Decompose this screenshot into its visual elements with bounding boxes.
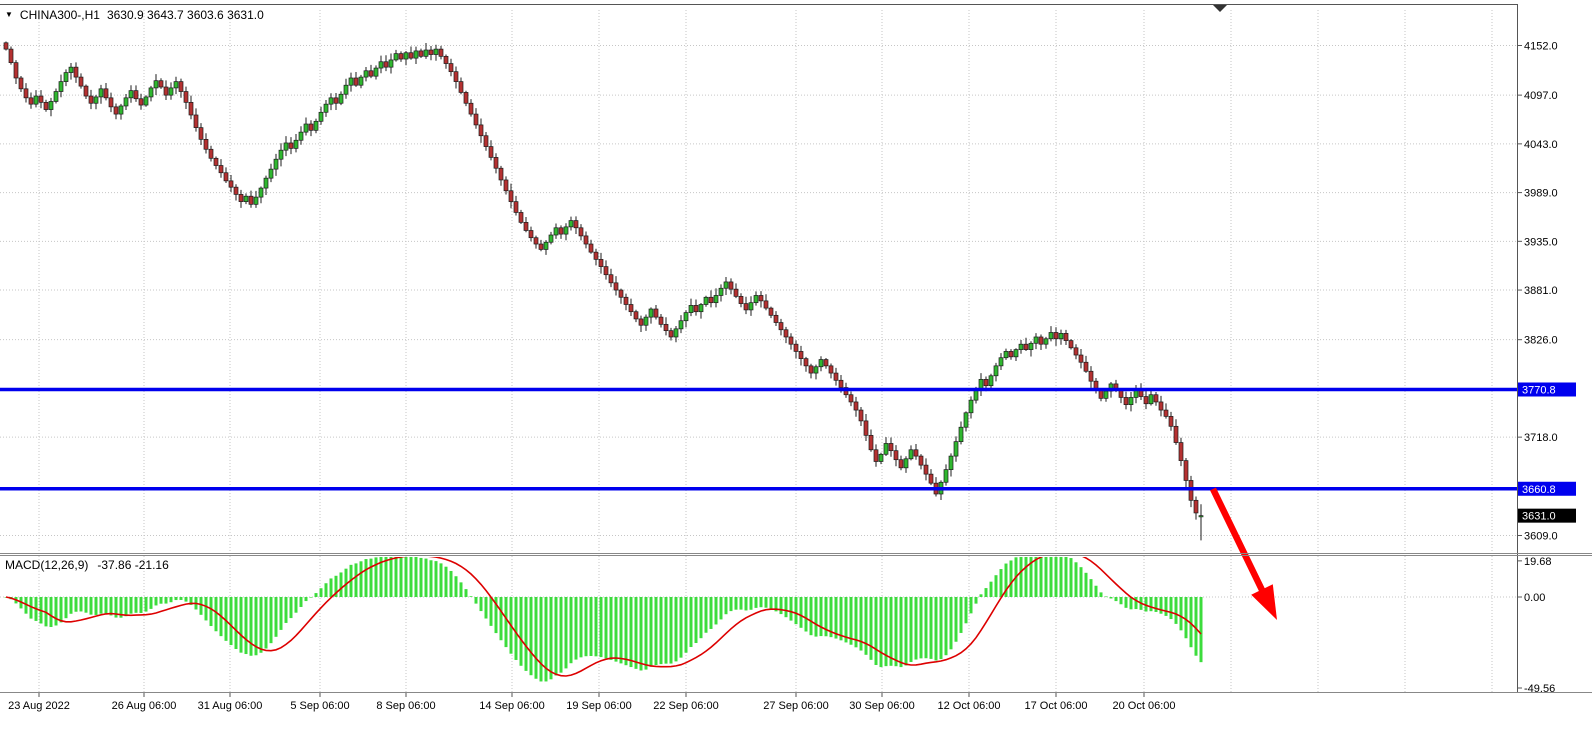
svg-text:22 Sep 06:00: 22 Sep 06:00 (653, 700, 718, 712)
ohlc-readout: 3630.9 3643.7 3603.6 3631.0 (106, 8, 264, 22)
hline-price-tag-3770.8[interactable]: 3770.8 (1518, 382, 1576, 397)
svg-text:4152.0: 4152.0 (1524, 41, 1558, 53)
macd-info: MACD(12,26,9) -37.86 -21.16 (5, 558, 169, 572)
svg-text:30 Sep 06:00: 30 Sep 06:00 (849, 700, 914, 712)
svg-text:3631.0: 3631.0 (1522, 511, 1556, 523)
svg-text:19 Sep 06:00: 19 Sep 06:00 (566, 700, 631, 712)
gridlines (0, 10, 1517, 692)
macd-signal-line (5, 557, 1202, 677)
svg-text:17 Oct 06:00: 17 Oct 06:00 (1025, 700, 1088, 712)
svg-text:3935.0: 3935.0 (1524, 236, 1558, 248)
macd-histogram (4, 557, 1203, 682)
svg-text:3770.8: 3770.8 (1522, 384, 1556, 396)
svg-text:8 Sep 06:00: 8 Sep 06:00 (376, 700, 435, 712)
hline-price-tag-3660.8[interactable]: 3660.8 (1518, 481, 1576, 496)
svg-text:-49.56: -49.56 (1524, 683, 1555, 695)
svg-text:3989.0: 3989.0 (1524, 188, 1558, 200)
time-axis-labels[interactable]: 23 Aug 2022 26 Aug 06:00 31 Aug 06:00 5 Sep… (8, 693, 1176, 712)
panel-borders (0, 4, 1592, 693)
info-bar: ▼ CHINA300-,H1 3630.9 3643.7 3603.6 3631… (5, 8, 264, 22)
svg-text:0.00: 0.00 (1524, 592, 1545, 604)
down-arrow-annotation[interactable] (1210, 487, 1277, 620)
candles (3, 41, 1204, 541)
macd-values: -37.86 -21.16 (97, 558, 169, 572)
chart-shift-marker (1213, 5, 1227, 12)
svg-text:27 Sep 06:00: 27 Sep 06:00 (763, 700, 828, 712)
svg-text:31 Aug 06:00: 31 Aug 06:00 (198, 700, 263, 712)
svg-text:19.68: 19.68 (1524, 556, 1552, 568)
svg-text:26 Aug 06:00: 26 Aug 06:00 (112, 700, 177, 712)
svg-text:4097.0: 4097.0 (1524, 90, 1558, 102)
svg-text:3881.0: 3881.0 (1524, 285, 1558, 297)
svg-text:3826.0: 3826.0 (1524, 335, 1558, 347)
svg-text:3718.0: 3718.0 (1524, 432, 1558, 444)
svg-text:3609.0: 3609.0 (1524, 531, 1558, 543)
symbol-timeframe: CHINA300-,H1 (19, 8, 100, 22)
svg-text:5 Sep 06:00: 5 Sep 06:00 (290, 700, 349, 712)
svg-text:23 Aug 2022: 23 Aug 2022 (8, 700, 70, 712)
macd-indicator-label: MACD(12,26,9) (5, 558, 89, 572)
svg-text:3660.8: 3660.8 (1522, 484, 1556, 496)
svg-text:14 Sep 06:00: 14 Sep 06:00 (479, 700, 544, 712)
svg-text:4043.0: 4043.0 (1524, 139, 1558, 151)
svg-text:12 Oct 06:00: 12 Oct 06:00 (938, 700, 1001, 712)
symbol-dropdown-icon[interactable]: ▼ (5, 10, 13, 19)
price-axis-labels[interactable]: 4152.0 4097.0 4043.0 3989.0 3935.0 3881.0 3826… (1517, 41, 1558, 696)
svg-text:20 Oct 06:00: 20 Oct 06:00 (1113, 700, 1176, 712)
current-price-tag[interactable]: 3631.0 (1518, 508, 1576, 523)
